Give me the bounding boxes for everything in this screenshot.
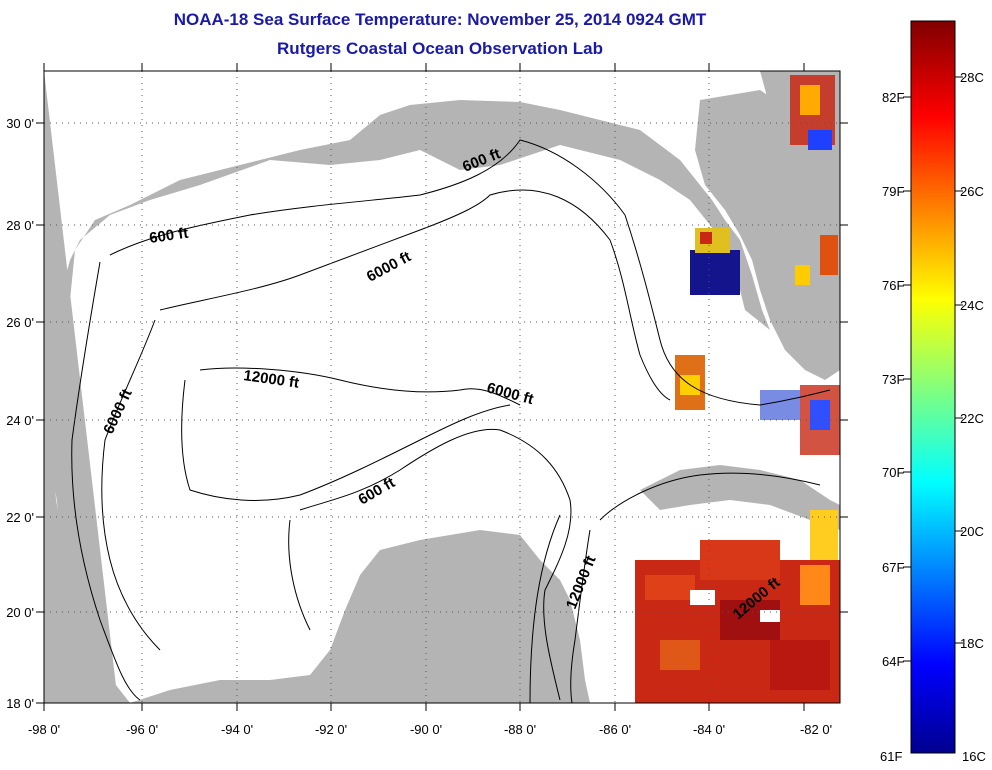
celsius-label: 26C — [960, 184, 984, 199]
celsius-label: 24C — [960, 298, 984, 313]
celsius-label: 28C — [960, 70, 984, 85]
x-tick-label: -94 0' — [221, 722, 253, 737]
fahrenheit-label: 61F — [880, 749, 902, 764]
x-tick-label: -88 0' — [504, 722, 536, 737]
sst-data-florida-east — [790, 75, 838, 285]
x-axis-ticks — [43, 63, 805, 711]
y-tick-label: 22 0' — [6, 510, 34, 525]
colorbar-celsius-labels: 28C 26C 24C 22C 20C 18C 16C — [960, 70, 986, 764]
colorbar — [910, 20, 956, 754]
land-florida — [695, 90, 840, 380]
y-axis-ticks — [36, 122, 848, 704]
y-tick-label: 24 0' — [6, 413, 34, 428]
land-mexico — [44, 420, 590, 703]
fahrenheit-label: 82F — [882, 90, 904, 105]
land-cuba — [640, 465, 840, 530]
map-subtitle: Rutgers Coastal Ocean Observation Lab — [277, 39, 603, 58]
colorbar-fahrenheit-labels: 82F 79F 76F 73F 70F 67F 64F 61F — [880, 90, 904, 764]
celsius-label: 22C — [960, 411, 984, 426]
y-tick-label: 26 0' — [6, 315, 34, 330]
sst-data-keys — [675, 355, 840, 455]
y-tick-label: 30 0' — [6, 116, 34, 131]
x-tick-label: -98 0' — [28, 722, 60, 737]
y-tick-label: 20 0' — [6, 605, 34, 620]
fahrenheit-label: 64F — [882, 654, 904, 669]
x-tick-label: -86 0' — [599, 722, 631, 737]
y-axis-labels: 30 0' 28 0' 26 0' 24 0' 22 0' 20 0' 18 0… — [6, 116, 34, 711]
x-tick-label: -96 0' — [126, 722, 158, 737]
x-tick-label: -90 0' — [410, 722, 442, 737]
celsius-label: 20C — [960, 524, 984, 539]
fahrenheit-label: 73F — [882, 372, 904, 387]
bathymetry-contours — [71, 139, 831, 703]
x-tick-label: -92 0' — [315, 722, 347, 737]
fahrenheit-label: 67F — [882, 560, 904, 575]
graticule — [44, 71, 840, 703]
fahrenheit-label: 79F — [882, 184, 904, 199]
colorbar-ticks — [903, 76, 963, 662]
x-axis-labels: -98 0' -96 0' -94 0' -92 0' -90 0' -88 0… — [28, 722, 832, 737]
y-tick-label: 28 0' — [6, 218, 34, 233]
sst-data-cold-patch — [690, 228, 740, 295]
fahrenheit-label: 70F — [882, 465, 904, 480]
celsius-label: 16C — [962, 749, 986, 764]
x-tick-label: -84 0' — [693, 722, 725, 737]
fahrenheit-label: 76F — [882, 278, 904, 293]
celsius-label: 18C — [960, 636, 984, 651]
x-tick-label: -82 0' — [800, 722, 832, 737]
map-title: NOAA-18 Sea Surface Temperature: Novembe… — [173, 10, 707, 29]
y-tick-label: 18 0' — [6, 696, 34, 711]
sst-data-caribbean — [635, 510, 840, 703]
map-frame — [43, 70, 841, 704]
contour-label-600-west: 600 ft — [148, 225, 189, 247]
